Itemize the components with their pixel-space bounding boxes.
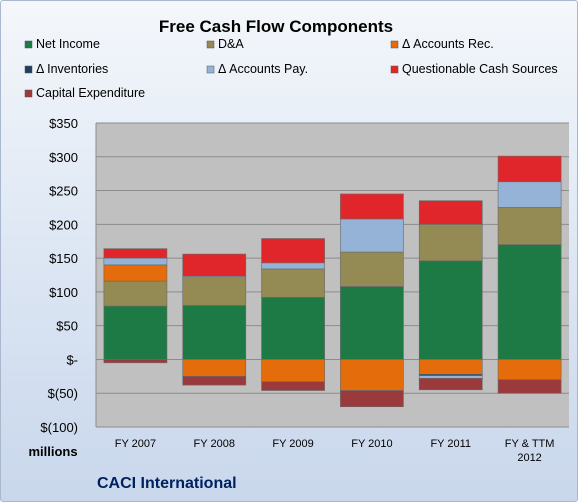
legend-swatch [24, 89, 33, 98]
y-tick-label: $(50) [48, 386, 78, 401]
x-tick-label: FY 2007 [115, 438, 156, 450]
legend-entry: Δ Inventories [36, 62, 108, 76]
y-tick-label: $250 [49, 184, 78, 199]
bar-segment [497, 359, 562, 381]
bar-segment [340, 193, 404, 220]
legend-entry: Capital Expenditure [36, 86, 145, 100]
bar-segment [182, 376, 247, 386]
x-tick-label: FY 2010 [351, 438, 392, 450]
y-tick-label: $50 [56, 319, 78, 334]
bars [103, 155, 562, 408]
bar-segment [418, 200, 483, 225]
bar-segment [103, 248, 168, 259]
chart-title: Free Cash Flow Components [159, 17, 393, 36]
bar-segment [340, 251, 404, 287]
bar-segment [340, 390, 404, 408]
bar-segment [182, 305, 247, 360]
legend-swatch [390, 65, 399, 74]
bar-segment [261, 296, 325, 360]
y-axis: $350 $300 $250 $200 $150 $100 $50 $- $(50) $(100) [40, 116, 97, 435]
legend-swatch [206, 65, 215, 74]
bar-segment [418, 224, 483, 262]
y-tick-label: $300 [49, 150, 78, 165]
bar-segment [182, 277, 247, 306]
bar-segment [497, 379, 562, 394]
bar-segment [103, 257, 168, 266]
y-tick-label: $(100) [40, 420, 78, 435]
bar-segment [103, 359, 168, 364]
legend-swatch [24, 40, 33, 49]
bar-segment [182, 253, 247, 277]
y-tick-label: $200 [49, 217, 78, 232]
legend-swatch [24, 65, 33, 74]
y-axis-unit-label: millions [28, 444, 77, 459]
legend-swatch [390, 40, 399, 49]
y-tick-label: $150 [49, 251, 78, 266]
gridlines [96, 122, 569, 428]
legend-entry: Δ Accounts Pay. [218, 62, 308, 76]
legend-entry: Δ Accounts Rec. [402, 37, 494, 51]
bar-segment [418, 378, 483, 391]
bar-segment [497, 207, 562, 245]
bar-segment [261, 238, 325, 264]
bar-segment [261, 262, 325, 270]
plot-area [96, 123, 569, 427]
legend-entry: Questionable Cash Sources [402, 62, 558, 76]
bar-segment [340, 359, 404, 391]
bar-segment [418, 375, 483, 379]
bar-segment [497, 155, 562, 183]
bar-segment [182, 359, 247, 377]
bar-segment [103, 280, 168, 307]
legend-swatch [206, 40, 215, 49]
bar-segment [261, 359, 325, 383]
y-tick-label: $- [66, 352, 78, 367]
company-name: CACI International [97, 475, 237, 492]
x-tick-label: FY & TTM 2012 [505, 438, 555, 464]
x-tick-label: FY 2008 [194, 438, 235, 450]
x-tick-label: FY 2011 [430, 438, 471, 450]
bar-segment [418, 260, 483, 360]
bar-segment [497, 244, 562, 360]
bar-segment [340, 286, 404, 360]
y-tick-label: $350 [49, 116, 78, 131]
legend-entry: Net Income [36, 37, 100, 51]
y-tick-label: $100 [49, 285, 78, 300]
legend-entry: D&A [218, 37, 244, 51]
bar-segment [103, 264, 168, 282]
x-tick-label: FY 2009 [272, 438, 313, 450]
bar-segment [418, 359, 483, 375]
bar-segment [497, 181, 562, 208]
bar-segment [261, 268, 325, 298]
x-axis: FY 2007 FY 2008 FY 2009 FY 2010 FY 2011 FY & … [115, 438, 555, 464]
legend: Net Income D&A Δ Accounts Rec. Δ Inventorie… [24, 37, 558, 100]
bar-segment [261, 381, 325, 391]
bar-segment [103, 305, 168, 360]
bar-segment [340, 218, 404, 253]
